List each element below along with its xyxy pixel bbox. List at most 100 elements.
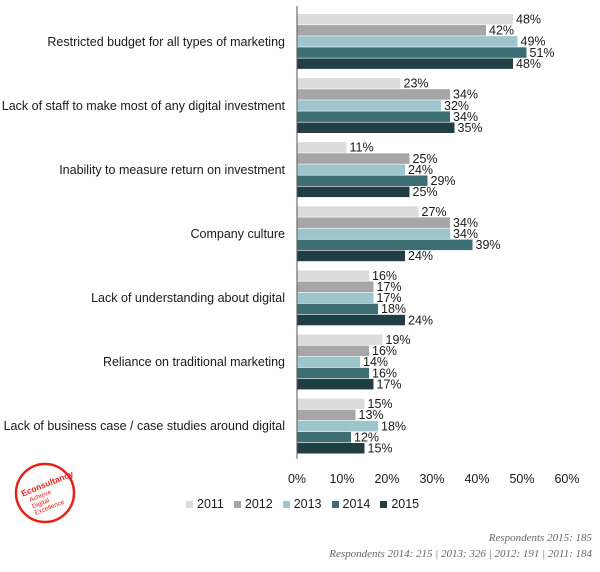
value-label-2014-1: 34% [453,110,478,124]
bar-2014-6 [297,431,351,443]
bar-2011-4 [297,270,369,281]
bar-2013-4 [297,292,374,304]
footnote-respondents-2015: Respondents 2015: 185 [488,532,592,544]
legend-swatch [331,500,339,508]
value-label-2013-4: 17% [377,291,402,305]
value-label-2012-2: 25% [413,152,438,166]
category-label: Lack of understanding about digital [91,291,285,306]
bar-2013-3 [297,228,450,239]
value-labels-group: 48%42%49%51%48%23%34%32%34%35%11%25%24%2… [350,13,555,456]
value-label-2013-6: 18% [381,419,406,433]
value-label-2013-3: 34% [453,227,478,241]
bar-2011-6 [297,398,365,410]
bar-2013-6 [297,420,378,432]
bar-2013-2 [297,164,405,175]
legend-item-2013: 2013 [282,497,322,511]
category-label: Lack of staff to make most of any digita… [1,98,285,113]
legend-item-2012: 2012 [233,497,273,511]
legend-label: 2012 [244,497,273,511]
value-label-2015-2: 25% [413,185,438,199]
value-label-2011-0: 48% [516,13,541,27]
bar-2015-5 [297,378,374,390]
bar-2015-4 [297,314,405,326]
x-tick-label: 20% [374,472,399,486]
value-label-2014-5: 16% [372,366,397,380]
x-tick-label: 30% [419,472,444,486]
bar-2012-4 [297,281,374,292]
bar-chart: 48%42%49%51%48%23%34%32%34%35%11%25%24%2… [288,6,580,486]
category-label: Reliance on traditional marketing [102,355,285,370]
bar-2015-0 [297,58,513,69]
value-label-2015-0: 48% [516,57,541,71]
legend-label: 2013 [293,497,322,511]
value-label-2011-5: 19% [386,333,411,347]
value-label-2013-0: 49% [521,35,546,49]
value-label-2015-3: 24% [408,249,433,263]
value-label-2012-5: 16% [372,344,397,358]
value-label-2012-4: 17% [377,280,402,294]
value-label-2014-4: 18% [381,302,406,316]
bar-2013-0 [297,36,518,47]
bar-2015-3 [297,250,405,262]
value-label-2013-5: 14% [363,355,388,369]
bar-2011-2 [297,142,347,153]
econsultancy-logo: Econsultancy Achieve Digital Excellence [14,462,76,524]
legend-item-2011: 2011 [186,497,224,511]
value-label-2013-1: 32% [444,99,469,113]
value-label-2011-3: 27% [422,205,447,219]
bar-2014-5 [297,367,369,379]
x-tick-label: 40% [464,472,489,486]
legend-item-2014: 2014 [331,497,371,511]
bar-2014-4 [297,303,378,315]
legend-swatch [186,500,193,508]
bar-2014-3 [297,239,473,251]
bar-2012-5 [297,345,369,357]
legend-swatch [233,500,241,508]
value-label-2012-0: 42% [489,24,514,38]
legend-label: 2015 [391,497,420,511]
bar-2012-2 [297,153,410,164]
bar-2015-6 [297,443,365,454]
bars-group [297,14,527,454]
legend-swatch [380,500,388,508]
value-label-2015-1: 35% [458,121,483,135]
bar-2012-1 [297,89,450,100]
value-label-2014-0: 51% [530,46,555,60]
bar-2013-5 [297,356,360,368]
x-tick-label: 50% [509,472,534,486]
category-label: Lack of business case / case studies aro… [3,419,285,434]
value-label-2014-2: 29% [431,174,456,188]
value-label-2014-6: 12% [354,430,379,444]
x-tick-label: 0% [288,472,306,486]
legend-item-2015: 2015 [380,497,419,511]
value-label-2011-4: 16% [372,269,397,283]
legend-swatch [282,500,290,508]
bar-2014-0 [297,47,527,58]
legend-label: 2014 [342,497,371,511]
value-label-2013-2: 24% [408,163,433,177]
value-label-2012-6: 13% [359,408,384,422]
bar-2012-3 [297,217,450,228]
value-label-2012-3: 34% [453,216,478,230]
value-label-2014-3: 39% [476,238,501,252]
bar-2013-1 [297,100,441,111]
value-label-2011-6: 15% [368,397,393,411]
bar-2014-1 [297,111,450,122]
x-axis: 0% 10% 20% 30% 40% 50% 60% [288,6,580,486]
category-label: Restricted budget for all types of marke… [47,34,285,49]
bar-2014-2 [297,175,428,186]
bar-2011-0 [297,14,513,25]
bar-2015-1 [297,122,455,133]
legend: 2011 2012 2013 2014 2015 [186,497,419,511]
category-label: Inability to measure return on investmen… [59,162,285,177]
value-label-2011-1: 23% [404,77,429,91]
value-label-2015-5: 17% [377,377,402,391]
category-label: Company culture [190,227,286,242]
value-label-2015-6: 15% [368,442,393,456]
x-tick-label: 10% [329,472,354,486]
bar-2012-0 [297,25,486,36]
bar-2015-2 [297,186,410,198]
legend-label: 2011 [197,497,224,511]
value-label-2012-1: 34% [453,88,478,102]
bar-2011-5 [297,334,383,345]
